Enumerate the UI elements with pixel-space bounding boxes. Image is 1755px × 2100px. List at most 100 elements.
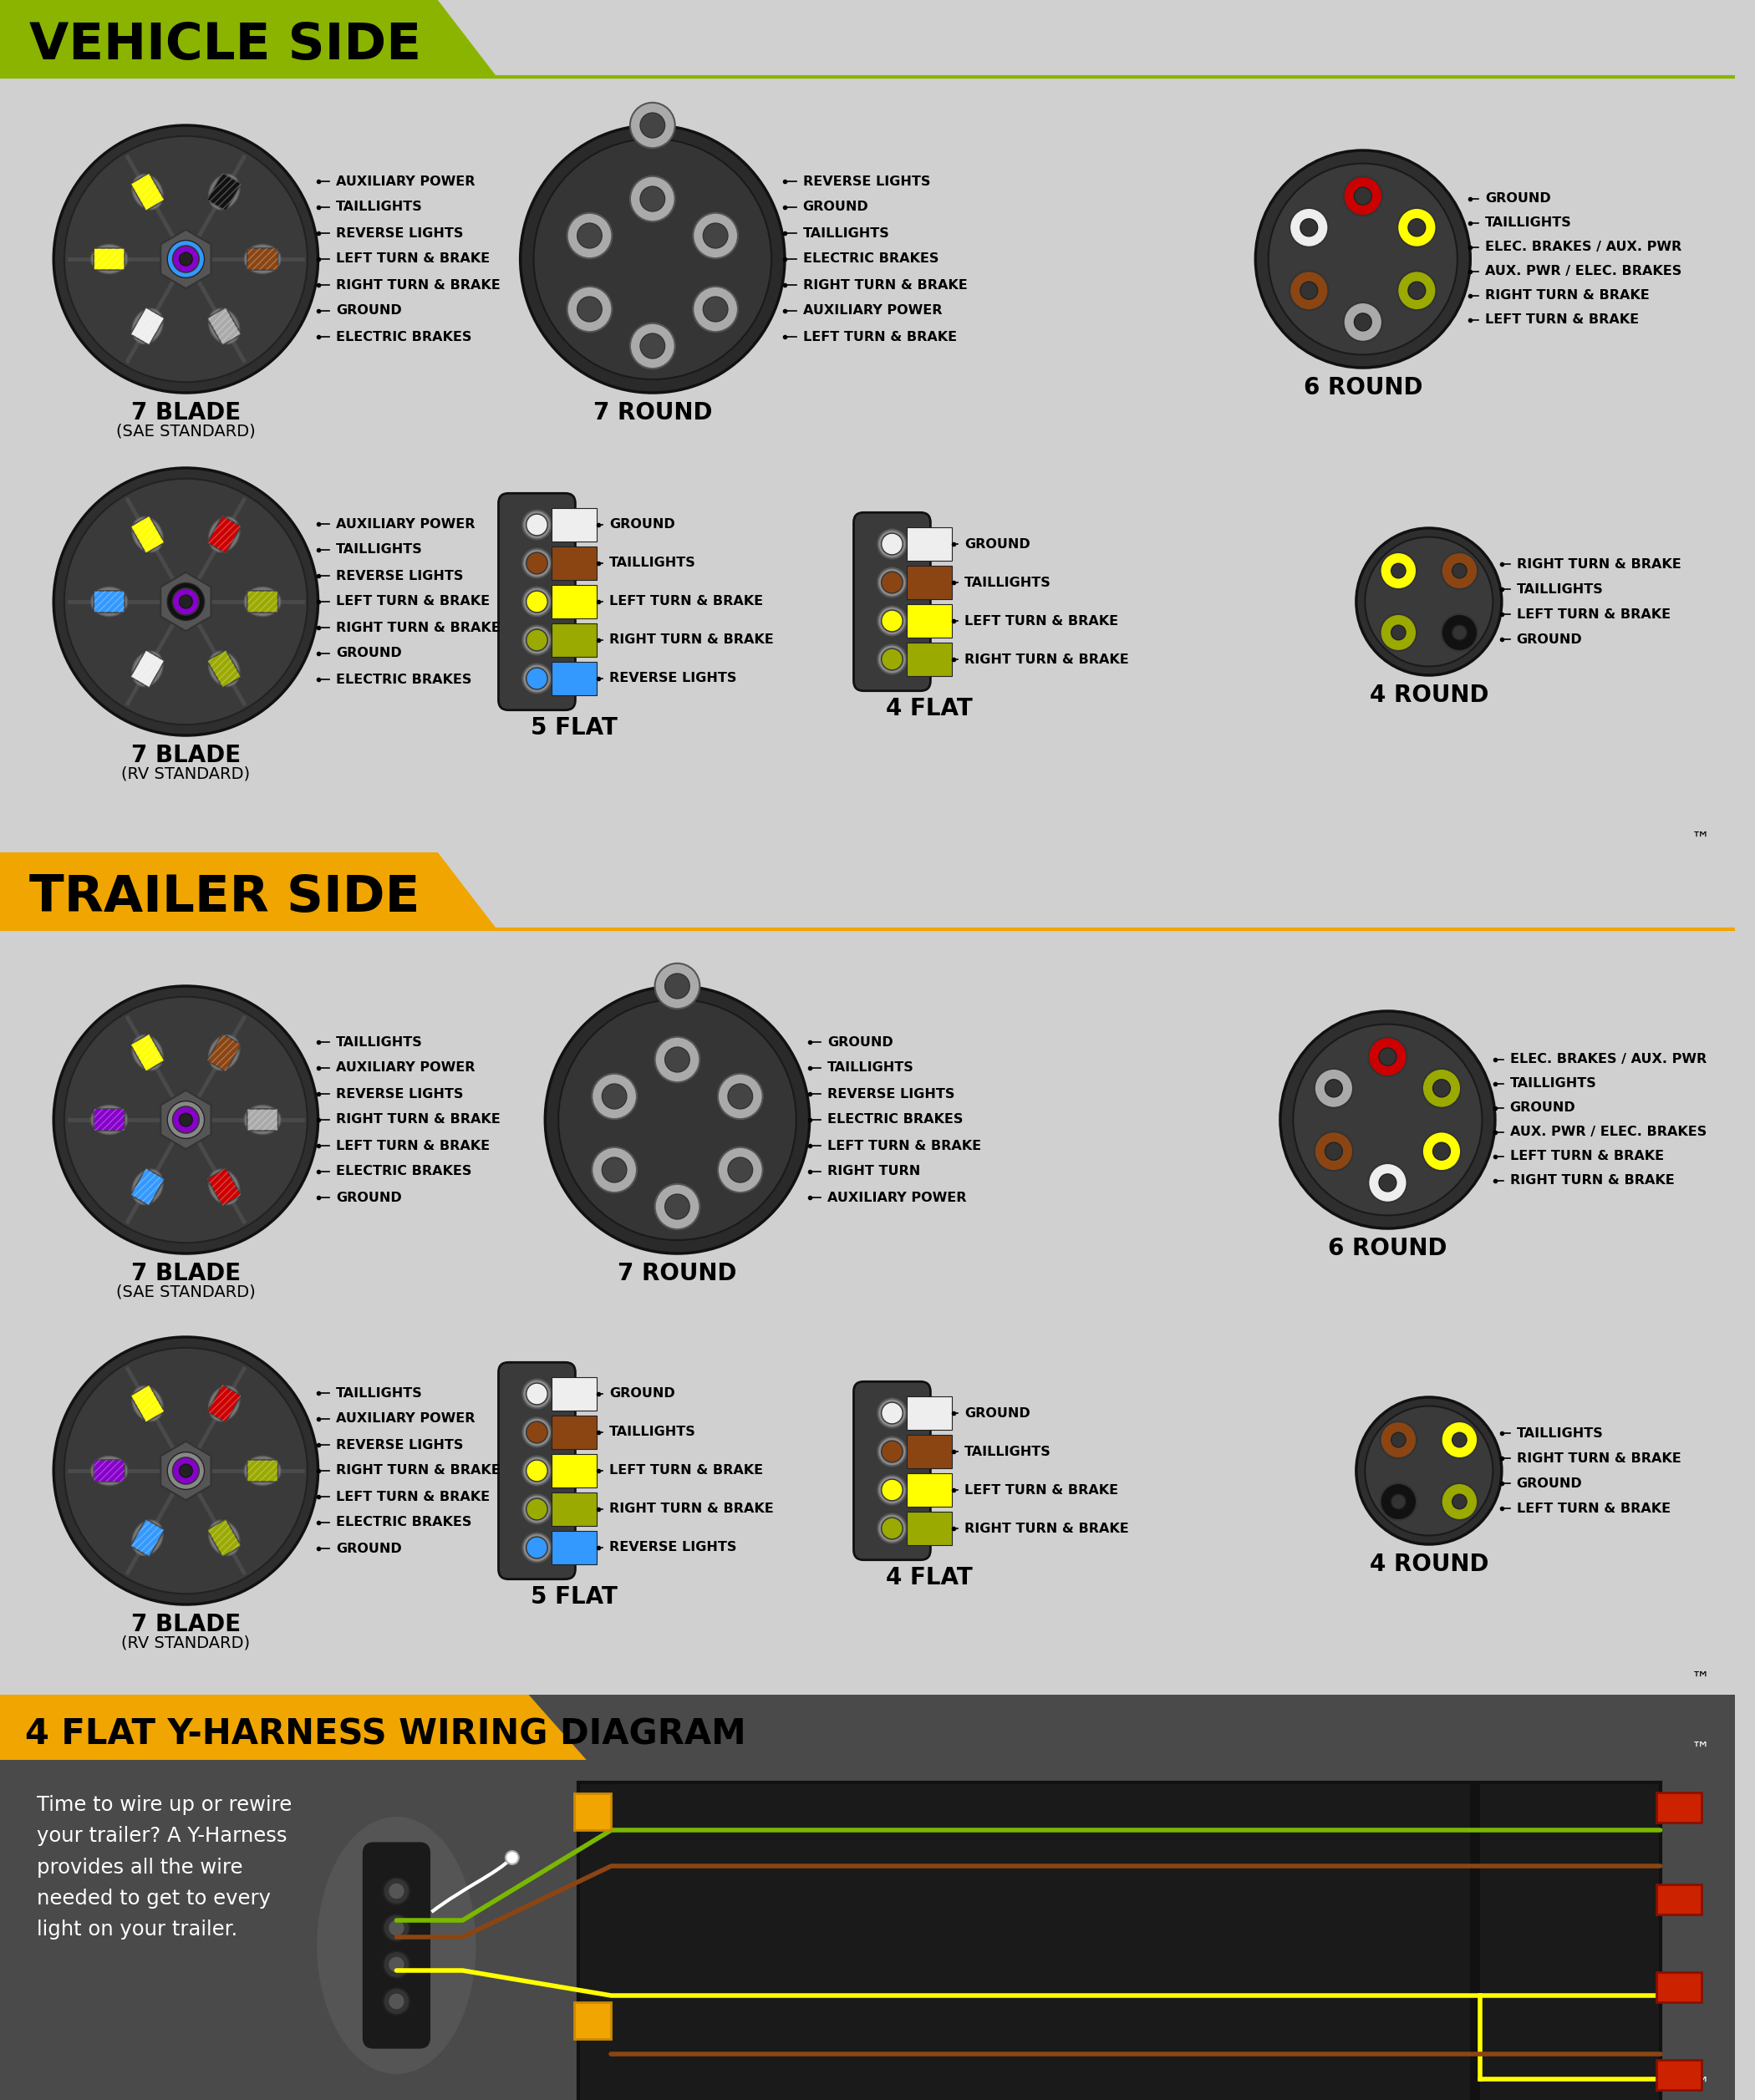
Circle shape — [881, 1518, 902, 1539]
FancyBboxPatch shape — [207, 174, 240, 210]
Text: GROUND: GROUND — [1516, 1476, 1583, 1489]
Ellipse shape — [132, 1170, 163, 1205]
Text: AUXILIARY POWER: AUXILIARY POWER — [337, 174, 476, 187]
Bar — [577, 1783, 1660, 2100]
Text: REVERSE LIGHTS: REVERSE LIGHTS — [609, 1541, 737, 1554]
Text: GROUND: GROUND — [609, 519, 676, 531]
Polygon shape — [0, 1695, 586, 1760]
Bar — [551, 624, 597, 657]
Circle shape — [1379, 1048, 1397, 1065]
Text: LEFT TURN & BRAKE: LEFT TURN & BRAKE — [828, 1140, 981, 1153]
Text: 7 BLADE: 7 BLADE — [132, 743, 240, 766]
FancyBboxPatch shape — [93, 248, 125, 271]
Ellipse shape — [209, 651, 240, 687]
Circle shape — [591, 1147, 637, 1193]
Circle shape — [179, 1464, 193, 1478]
Ellipse shape — [244, 588, 281, 617]
Polygon shape — [0, 853, 495, 928]
Circle shape — [1344, 302, 1383, 342]
Circle shape — [1325, 1142, 1343, 1159]
Circle shape — [1369, 1037, 1408, 1077]
Text: ELEC. BRAKES / AUX. PWR: ELEC. BRAKES / AUX. PWR — [1485, 242, 1681, 254]
Circle shape — [167, 584, 204, 620]
Text: 4 ROUND: 4 ROUND — [1369, 685, 1488, 708]
FancyBboxPatch shape — [247, 590, 277, 613]
Circle shape — [1314, 1132, 1353, 1172]
Text: LEFT TURN & BRAKE: LEFT TURN & BRAKE — [965, 1485, 1118, 1495]
Text: GROUND: GROUND — [1509, 1100, 1576, 1113]
Text: GROUND: GROUND — [337, 1541, 402, 1554]
Circle shape — [1432, 1142, 1450, 1159]
Circle shape — [878, 1399, 907, 1428]
Text: AUXILIARY POWER: AUXILIARY POWER — [337, 519, 476, 529]
Text: ELEC. BRAKES / AUX. PWR: ELEC. BRAKES / AUX. PWR — [1509, 1052, 1706, 1065]
Circle shape — [65, 136, 307, 382]
Text: 4 FLAT: 4 FLAT — [886, 1567, 972, 1590]
Circle shape — [526, 552, 548, 573]
Circle shape — [1392, 563, 1406, 578]
Text: (RV STANDARD): (RV STANDARD) — [121, 1634, 251, 1651]
Text: 6 ROUND: 6 ROUND — [1329, 1237, 1448, 1260]
Circle shape — [1325, 1079, 1343, 1096]
Circle shape — [881, 611, 902, 632]
Circle shape — [1379, 613, 1416, 651]
Ellipse shape — [244, 1105, 281, 1134]
Bar — [907, 605, 953, 638]
Text: ELECTRIC BRAKES: ELECTRIC BRAKES — [802, 252, 939, 265]
Circle shape — [630, 323, 676, 370]
Bar — [551, 1493, 597, 1527]
Circle shape — [1379, 552, 1416, 590]
Bar — [574, 2001, 611, 2039]
Circle shape — [383, 1915, 409, 1940]
Text: GROUND: GROUND — [802, 202, 869, 214]
Circle shape — [179, 1113, 193, 1126]
Bar — [907, 643, 953, 676]
Ellipse shape — [132, 517, 163, 552]
Ellipse shape — [209, 1386, 240, 1422]
Circle shape — [167, 1451, 204, 1489]
Circle shape — [523, 1455, 551, 1485]
Circle shape — [1408, 281, 1425, 300]
Text: GROUND: GROUND — [609, 1388, 676, 1401]
Bar — [1657, 1793, 1702, 1823]
Circle shape — [718, 1147, 763, 1193]
Circle shape — [523, 588, 551, 615]
Text: TAILLIGHTS: TAILLIGHTS — [965, 575, 1051, 588]
Circle shape — [383, 1877, 409, 1905]
Ellipse shape — [209, 309, 240, 344]
Circle shape — [1408, 218, 1425, 237]
FancyBboxPatch shape — [132, 1168, 165, 1205]
Text: GROUND: GROUND — [337, 304, 402, 317]
Text: LEFT TURN & BRAKE: LEFT TURN & BRAKE — [1516, 607, 1671, 620]
Text: 7 BLADE: 7 BLADE — [132, 1262, 240, 1285]
Circle shape — [665, 1195, 690, 1220]
FancyBboxPatch shape — [207, 1168, 240, 1205]
Text: TAILLIGHTS: TAILLIGHTS — [609, 557, 697, 569]
Circle shape — [54, 987, 318, 1254]
Circle shape — [878, 1476, 907, 1504]
Text: 4 ROUND: 4 ROUND — [1369, 1552, 1488, 1575]
Polygon shape — [0, 0, 495, 76]
Text: TAILLIGHTS: TAILLIGHTS — [1485, 216, 1572, 229]
Circle shape — [388, 1884, 405, 1898]
Text: ™: ™ — [1692, 2077, 1709, 2094]
Bar — [907, 1472, 953, 1508]
Text: LEFT TURN & BRAKE: LEFT TURN & BRAKE — [1509, 1151, 1664, 1163]
Circle shape — [161, 1096, 209, 1144]
Text: LEFT TURN & BRAKE: LEFT TURN & BRAKE — [337, 252, 490, 265]
Circle shape — [526, 1460, 548, 1480]
Circle shape — [65, 1348, 307, 1594]
Text: REVERSE LIGHTS: REVERSE LIGHTS — [337, 569, 463, 582]
Circle shape — [577, 223, 602, 248]
Circle shape — [1422, 1132, 1460, 1172]
Text: ™: ™ — [1692, 1741, 1709, 1758]
Text: RIGHT TURN & BRAKE: RIGHT TURN & BRAKE — [337, 622, 500, 634]
Circle shape — [1441, 1483, 1478, 1520]
Text: 6 ROUND: 6 ROUND — [1304, 376, 1422, 399]
FancyBboxPatch shape — [207, 1033, 240, 1071]
Text: LEFT TURN & BRAKE: LEFT TURN & BRAKE — [1485, 313, 1639, 326]
Text: AUXILIARY POWER: AUXILIARY POWER — [802, 304, 942, 317]
Circle shape — [1269, 164, 1457, 355]
Text: 7 ROUND: 7 ROUND — [618, 1262, 737, 1285]
Ellipse shape — [209, 1170, 240, 1205]
